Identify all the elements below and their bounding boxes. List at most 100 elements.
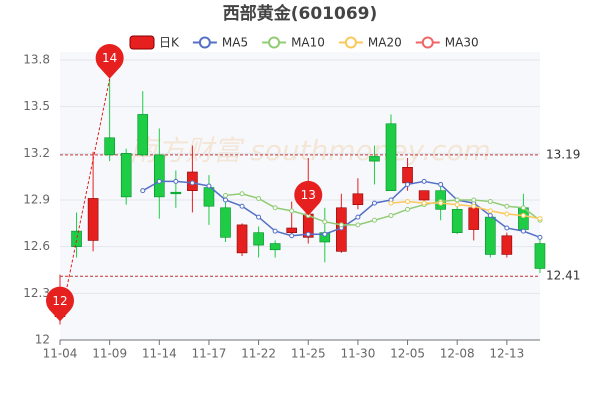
candle-body	[269, 243, 281, 251]
ma-point	[504, 211, 510, 217]
legend-label: 日K	[159, 36, 180, 50]
ma-point	[140, 188, 146, 194]
ma-point	[223, 197, 228, 203]
candle-body	[236, 224, 248, 254]
ma-point	[487, 199, 493, 205]
legend-label: MA20	[368, 36, 402, 50]
candle-body	[71, 230, 82, 247]
ma-point	[355, 222, 361, 228]
ma-point	[223, 192, 228, 198]
legend-swatch	[421, 36, 434, 49]
y-tick-label: 12.9	[23, 193, 50, 207]
y-tick-label: 12.6	[23, 239, 50, 253]
ma-point	[289, 208, 295, 214]
ma-point	[272, 228, 278, 234]
ma-point	[371, 200, 377, 206]
candle-body	[534, 243, 546, 269]
ma-point	[239, 191, 245, 197]
marker-connector	[59, 78, 111, 322]
candle-body	[402, 167, 413, 184]
reference-label: 13.19	[546, 147, 580, 161]
candle-body	[253, 232, 264, 246]
ma-point	[256, 195, 262, 201]
ma-point	[338, 222, 344, 228]
candle-body	[203, 187, 215, 207]
marker-label: 12	[52, 294, 67, 308]
marker-pin	[46, 286, 74, 322]
candle-body	[385, 123, 397, 191]
ma-point	[322, 219, 328, 225]
candle-body	[286, 227, 298, 233]
candle-body	[418, 190, 430, 201]
ma-point	[355, 214, 361, 220]
candle-body	[137, 114, 149, 156]
y-tick-label: 12.3	[23, 286, 50, 300]
candle-body	[369, 156, 380, 162]
y-tick-label: 13.8	[23, 53, 50, 67]
x-tick-label: 11-17	[192, 347, 227, 361]
ma-point	[405, 199, 411, 205]
ma-point	[388, 200, 394, 206]
reference-label: 12.41	[546, 269, 580, 283]
chart-title: 西部黄金(601069)	[223, 3, 378, 24]
x-tick-label: 12-08	[440, 347, 475, 361]
ma-point	[471, 203, 477, 209]
x-tick-label: 12-13	[489, 347, 524, 361]
legend-label: MA10	[291, 36, 325, 50]
x-tick-label: 11-25	[291, 347, 326, 361]
ma-point	[189, 180, 195, 186]
ma-point	[405, 206, 411, 212]
ma-point	[388, 213, 394, 219]
ma-point	[520, 205, 526, 211]
ma-point	[405, 181, 411, 187]
ma-point	[520, 213, 526, 219]
legend-label: MA30	[445, 36, 479, 50]
ma-point	[289, 233, 295, 239]
candle-body	[120, 153, 132, 198]
ma-point	[156, 178, 162, 184]
ma-point	[504, 203, 510, 209]
ma-point	[305, 231, 311, 237]
ma-point	[421, 200, 427, 206]
ma-point	[537, 216, 543, 222]
marker-label: 13	[301, 188, 316, 202]
watermark: 南方财富 southmoney.com	[129, 134, 491, 167]
ma-point	[272, 205, 278, 211]
ma-point	[239, 203, 245, 209]
legend-swatch	[344, 36, 357, 49]
ma-point	[322, 231, 328, 237]
candle-body	[468, 207, 480, 230]
ma-point	[454, 197, 460, 203]
ma-point	[471, 197, 477, 203]
ma-point	[520, 228, 526, 234]
candle-body	[104, 137, 115, 156]
legend-swatch	[129, 35, 155, 50]
ma-point	[504, 225, 510, 231]
legend-swatch	[268, 36, 281, 49]
x-tick-label: 11-09	[92, 347, 127, 361]
ma-point	[537, 234, 543, 240]
candle-body	[501, 235, 513, 255]
candle-body	[451, 209, 463, 233]
x-tick-label: 12-05	[390, 347, 425, 361]
candle-body	[352, 193, 364, 205]
x-tick-label: 11-30	[340, 347, 375, 361]
x-tick-label: 11-04	[43, 347, 78, 361]
ma-point	[173, 178, 179, 184]
y-tick-label: 13.5	[23, 99, 50, 113]
ma-line	[390, 200, 541, 220]
y-tick-label: 13.2	[23, 146, 50, 160]
legend-label: MA5	[222, 36, 248, 50]
ma-point	[438, 200, 444, 206]
candle-body	[220, 207, 231, 238]
candle-body	[170, 191, 182, 195]
marker-pin	[294, 180, 323, 216]
ma-point	[206, 183, 212, 189]
candle-body	[87, 198, 99, 241]
ma-point	[256, 214, 262, 220]
ma-point	[421, 178, 427, 184]
x-tick-label: 11-14	[142, 347, 177, 361]
ma-point	[454, 202, 460, 208]
ma-point	[371, 217, 377, 223]
